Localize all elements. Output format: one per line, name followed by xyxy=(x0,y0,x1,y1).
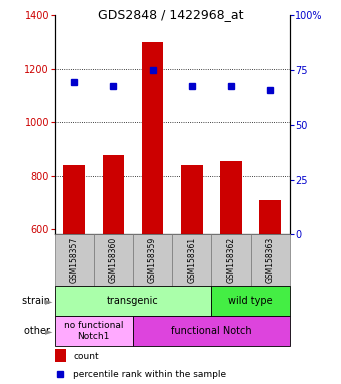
Text: no functional
Notch1: no functional Notch1 xyxy=(64,321,123,341)
Text: count: count xyxy=(73,351,99,361)
Bar xyxy=(63,165,85,234)
Text: wild type: wild type xyxy=(228,296,273,306)
Bar xyxy=(211,286,290,316)
Bar xyxy=(220,161,242,234)
Text: GSM158362: GSM158362 xyxy=(226,237,236,283)
Bar xyxy=(142,42,163,234)
Bar xyxy=(55,316,133,346)
Bar xyxy=(94,234,133,286)
Bar xyxy=(133,316,290,346)
Bar xyxy=(55,349,66,362)
Text: strain: strain xyxy=(22,296,53,306)
Bar xyxy=(260,200,281,234)
Text: GSM158361: GSM158361 xyxy=(187,237,196,283)
Text: ►: ► xyxy=(45,296,53,306)
Text: GSM158359: GSM158359 xyxy=(148,237,157,283)
Bar xyxy=(133,234,172,286)
Bar xyxy=(211,234,251,286)
Text: percentile rank within the sample: percentile rank within the sample xyxy=(73,370,226,379)
Bar xyxy=(55,234,94,286)
Text: GSM158363: GSM158363 xyxy=(266,237,275,283)
Bar xyxy=(251,234,290,286)
Text: other: other xyxy=(24,326,53,336)
Text: functional Notch: functional Notch xyxy=(171,326,252,336)
Bar xyxy=(103,156,124,234)
Text: GSM158357: GSM158357 xyxy=(70,237,79,283)
Text: GSM158360: GSM158360 xyxy=(109,237,118,283)
Bar xyxy=(55,286,211,316)
Text: transgenic: transgenic xyxy=(107,296,159,306)
Bar xyxy=(172,234,211,286)
Bar xyxy=(181,165,203,234)
Text: GDS2848 / 1422968_at: GDS2848 / 1422968_at xyxy=(98,8,243,22)
Text: ►: ► xyxy=(45,326,53,336)
